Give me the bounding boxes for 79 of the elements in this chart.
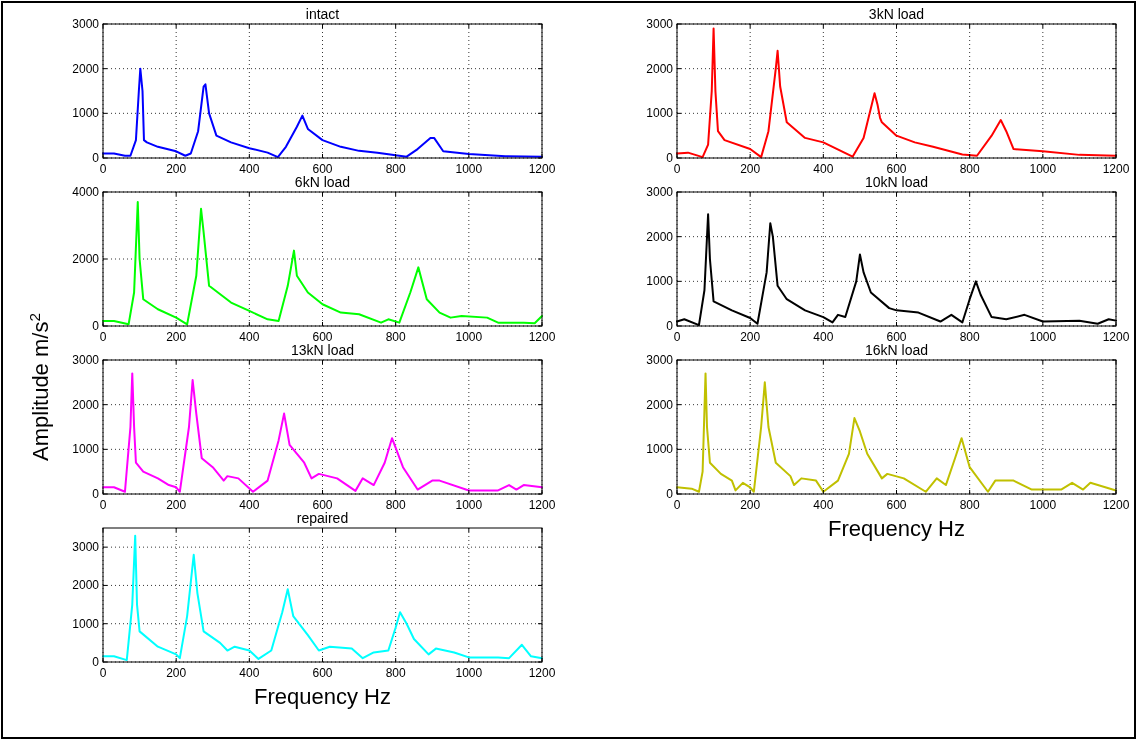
y-tick-label: 1000 — [72, 616, 100, 631]
x-tick-label: 200 — [166, 666, 187, 680]
x-tick-label: 1000 — [455, 498, 483, 512]
y-tick-label: 0 — [92, 319, 100, 333]
x-tick-label: 800 — [385, 498, 406, 512]
x-tick-label: 1200 — [1102, 498, 1130, 512]
x-tick-label: 600 — [312, 666, 333, 680]
x-tick-label: 1200 — [1102, 330, 1130, 344]
y-tick-label: 1000 — [72, 442, 100, 457]
x-tick-label: 400 — [239, 162, 260, 176]
y-tick-label: 1000 — [646, 442, 674, 457]
y-tick-label: 2000 — [72, 61, 100, 76]
y-tick-label: 4000 — [72, 185, 100, 199]
chart-title: repaired — [296, 510, 349, 526]
x-tick-label: 1000 — [455, 162, 483, 176]
y-tick-label: 0 — [92, 151, 100, 165]
x-tick-label: 600 — [886, 330, 907, 344]
x-tick-label: 800 — [959, 162, 980, 176]
chart-title: intact — [305, 6, 340, 22]
y-tick-label: 0 — [92, 487, 100, 501]
x-tick-label: 800 — [385, 330, 406, 344]
x-tick-label: 400 — [239, 498, 260, 512]
y-tick-label: 2000 — [646, 61, 674, 76]
x-tick-label: 200 — [740, 498, 761, 512]
chart-title: 16kN load — [864, 342, 929, 358]
y-tick-label: 0 — [666, 487, 674, 501]
x-tick-label: 1200 — [528, 498, 556, 512]
x-tick-label: 800 — [385, 162, 406, 176]
chart-title: 6kN load — [294, 174, 351, 190]
x-tick-label: 800 — [959, 330, 980, 344]
y-tick-label: 3000 — [646, 185, 674, 199]
x-tick-label: 200 — [166, 498, 187, 512]
chart-title: 3kN load — [868, 6, 925, 22]
x-tick-label: 600 — [886, 162, 907, 176]
x-tick-label: 1200 — [528, 666, 556, 680]
x-tick-label: 600 — [312, 162, 333, 176]
x-tick-label: 1200 — [528, 330, 556, 344]
x-tick-label: 600 — [886, 498, 907, 512]
x-tick-label: 400 — [239, 330, 260, 344]
x-tick-label: 1000 — [455, 330, 483, 344]
y-tick-label: 1000 — [646, 274, 674, 289]
x-tick-label: 1000 — [1029, 162, 1057, 176]
chart-title: 13kN load — [290, 342, 355, 358]
y-tick-label: 3000 — [72, 540, 100, 555]
x-tick-label: 200 — [740, 330, 761, 344]
x-tick-label: 1000 — [1029, 498, 1057, 512]
x-tick-label: 400 — [813, 498, 834, 512]
y-tick-label: 2000 — [72, 578, 100, 593]
x-tick-label: 1200 — [528, 162, 556, 176]
x-tick-label: 600 — [312, 330, 333, 344]
y-tick-label: 2000 — [646, 397, 674, 412]
y-tick-label: 3000 — [646, 353, 674, 367]
y-tick-label: 0 — [92, 655, 100, 669]
x-tick-label: 600 — [312, 498, 333, 512]
line-series — [676, 27, 1117, 159]
y-tick-label: 3000 — [646, 17, 674, 31]
x-axis-title: Frequency Hz — [828, 516, 965, 541]
x-tick-label: 1000 — [455, 666, 483, 680]
y-tick-label: 2000 — [646, 229, 674, 244]
y-tick-label: 0 — [666, 319, 674, 333]
y-tick-label: 3000 — [72, 17, 100, 31]
y-tick-label: 2000 — [72, 252, 100, 266]
x-tick-label: 1000 — [1029, 330, 1057, 344]
x-tick-label: 400 — [813, 330, 834, 344]
x-tick-label: 400 — [239, 666, 260, 680]
x-tick-label: 200 — [166, 162, 187, 176]
y-tick-label: 0 — [666, 151, 674, 165]
y-tick-label: 1000 — [646, 106, 674, 121]
x-tick-label: 400 — [813, 162, 834, 176]
chart-title: 10kN load — [864, 174, 929, 190]
y-tick-label: 3000 — [72, 353, 100, 367]
x-tick-label: 200 — [166, 330, 187, 344]
x-axis-title: Frequency Hz — [254, 684, 391, 709]
y-tick-label: 2000 — [72, 397, 100, 412]
x-tick-label: 200 — [740, 162, 761, 176]
x-tick-label: 1200 — [1102, 162, 1130, 176]
x-tick-label: 800 — [385, 666, 406, 680]
y-tick-label: 1000 — [72, 106, 100, 121]
x-tick-label: 800 — [959, 498, 980, 512]
